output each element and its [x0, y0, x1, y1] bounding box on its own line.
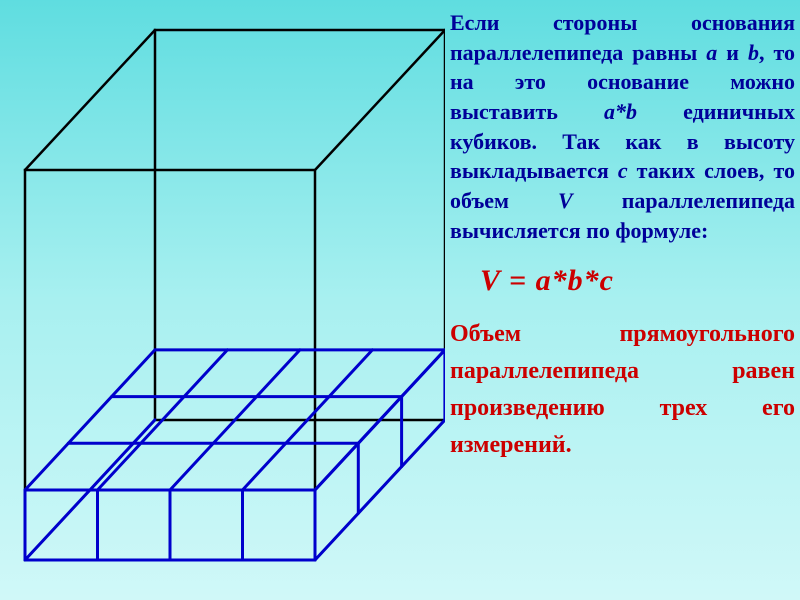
var-v: V [558, 188, 573, 213]
expr-ab: a*b [604, 99, 637, 124]
volume-formula: V = a*b*c [480, 264, 795, 298]
var-a: a [706, 40, 717, 65]
text-fragment: и [717, 40, 748, 65]
parallelepiped-diagram [5, 10, 445, 580]
conclusion-text: Объем прямоугольного параллелепипеда рав… [450, 316, 795, 465]
var-c: c [618, 158, 628, 183]
var-b: b [748, 40, 759, 65]
explanation-text: Если стороны основания параллелепипеда р… [450, 8, 795, 464]
main-paragraph: Если стороны основания параллелепипеда р… [450, 8, 795, 246]
